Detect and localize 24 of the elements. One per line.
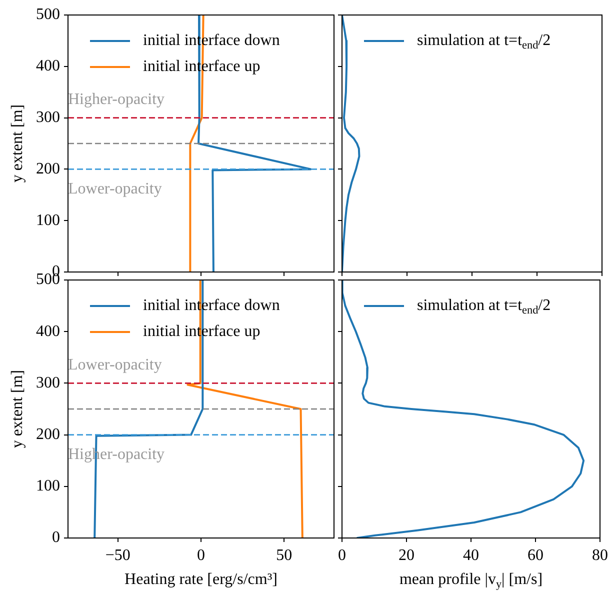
x-tick-label: 60 bbox=[528, 546, 544, 564]
y-tick-label: 300 bbox=[36, 374, 60, 392]
y-tick-label: 100 bbox=[36, 478, 60, 495]
y-tick-label: 100 bbox=[36, 212, 60, 229]
x-axis-title: Heating rate [erg/s/cm³] bbox=[124, 571, 278, 588]
x-tick-label: 20 bbox=[398, 546, 414, 564]
y-axis-title: y extent [m] bbox=[9, 370, 26, 448]
y-tick-label: 0 bbox=[52, 529, 60, 546]
y-tick-label: 400 bbox=[36, 322, 60, 340]
x-tick-label: −50 bbox=[105, 546, 130, 564]
annotation: Lower-opacity bbox=[68, 356, 162, 374]
x-tick-label: 50 bbox=[276, 546, 292, 564]
x-tick-label: 40 bbox=[463, 546, 479, 564]
annotation: Lower-opacity bbox=[68, 180, 162, 198]
y-axis-title: y extent [m] bbox=[9, 104, 26, 183]
y-tick-label: 500 bbox=[36, 6, 60, 24]
y-tick-label: 200 bbox=[36, 426, 60, 444]
y-tick-label: 400 bbox=[36, 58, 60, 75]
y-tick-label: 200 bbox=[36, 160, 60, 178]
annotation: Higher-opacity bbox=[68, 91, 165, 108]
y-tick-label: 300 bbox=[36, 109, 60, 126]
x-tick-label: 0 bbox=[197, 546, 205, 564]
x-tick-label: 0 bbox=[338, 546, 346, 564]
x-tick-label: 80 bbox=[592, 546, 608, 564]
